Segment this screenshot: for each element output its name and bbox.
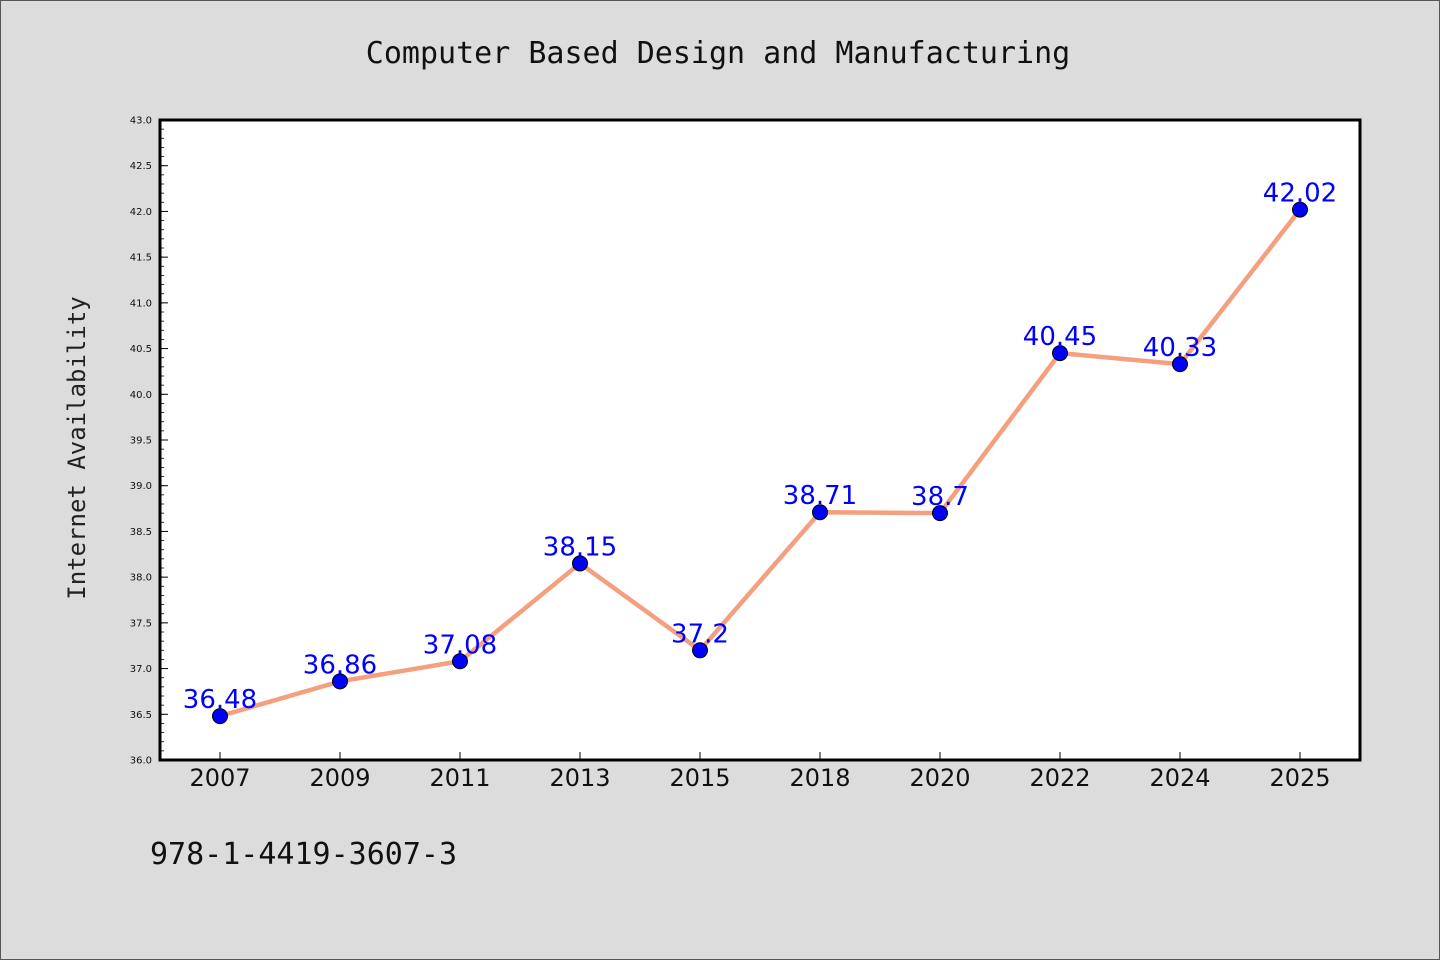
y-tick-label: 38.5 bbox=[130, 527, 152, 538]
data-point bbox=[452, 653, 468, 670]
y-tick-label: 39.5 bbox=[130, 436, 152, 447]
data-point bbox=[332, 673, 348, 690]
x-tick-label: 2022 bbox=[1029, 764, 1090, 792]
plot-area bbox=[158, 118, 1362, 762]
y-tick-label: 37.0 bbox=[130, 664, 152, 675]
y-tick-label: 38.0 bbox=[130, 573, 152, 584]
data-label: 40.33 bbox=[1143, 333, 1217, 363]
data-labels-group: 36.48 36.86 37.08 38.15 37.2 38.71 38.7 40.45 40… bbox=[183, 179, 1337, 716]
data-label: 37.08 bbox=[423, 630, 497, 660]
data-point bbox=[1052, 345, 1068, 362]
x-tick-label: 2007 bbox=[189, 764, 250, 792]
x-tick-label: 2009 bbox=[309, 764, 370, 792]
data-label: 38.15 bbox=[543, 532, 617, 562]
y-tick-label: 36.5 bbox=[130, 710, 152, 721]
data-point bbox=[1292, 201, 1308, 218]
data-point bbox=[572, 555, 588, 572]
y-tick-label: 42.0 bbox=[130, 207, 152, 218]
x-ticks: 2007 2009 2011 2013 2015 2018 2020 2022 2024 2025 bbox=[189, 752, 1331, 792]
data-label: 36.48 bbox=[183, 685, 257, 715]
data-label: 40.45 bbox=[1023, 322, 1097, 352]
y-tick-label: 40.0 bbox=[130, 390, 152, 401]
y-tick-label: 41.0 bbox=[130, 298, 152, 309]
x-tick-label: 2015 bbox=[669, 764, 730, 792]
data-label: 38.7 bbox=[911, 482, 969, 512]
markers-group bbox=[212, 201, 1308, 725]
data-label: 37.2 bbox=[671, 619, 729, 649]
data-label: 42.02 bbox=[1263, 179, 1337, 209]
data-point bbox=[1172, 356, 1188, 373]
chart-title: Computer Based Design and Manufacturing bbox=[366, 36, 1070, 71]
series-line bbox=[217, 207, 1303, 719]
y-tick-label: 41.5 bbox=[130, 253, 152, 264]
y-tick-label: 37.5 bbox=[130, 618, 152, 629]
y-axis-label: Internet Availability bbox=[63, 296, 91, 599]
y-tick-label: 42.5 bbox=[130, 161, 152, 172]
x-tick-label: 2018 bbox=[789, 764, 850, 792]
y-tick-label: 43.0 bbox=[130, 116, 152, 127]
y-ticks: 36.0 36.5 37.0 37.5 38.0 38.5 39.0 39.5 40.0 40.5… bbox=[130, 116, 168, 767]
data-point bbox=[212, 708, 228, 725]
footer-isbn: 978-1-4419-3607-3 bbox=[150, 837, 457, 872]
x-tick-label: 2013 bbox=[549, 764, 610, 792]
data-point bbox=[692, 642, 708, 659]
y-tick-label: 40.5 bbox=[130, 344, 152, 355]
data-point bbox=[932, 505, 948, 522]
data-label: 38.71 bbox=[783, 481, 857, 511]
x-tick-label: 2011 bbox=[429, 764, 490, 792]
data-point bbox=[812, 504, 828, 521]
x-tick-label: 2024 bbox=[1149, 764, 1210, 792]
y-tick-label: 39.0 bbox=[130, 481, 152, 492]
y-tick-label: 36.0 bbox=[130, 756, 152, 767]
x-tick-label: 2025 bbox=[1269, 764, 1330, 792]
data-label: 36.86 bbox=[303, 650, 377, 680]
series-group bbox=[217, 207, 1303, 719]
x-tick-label: 2020 bbox=[909, 764, 970, 792]
